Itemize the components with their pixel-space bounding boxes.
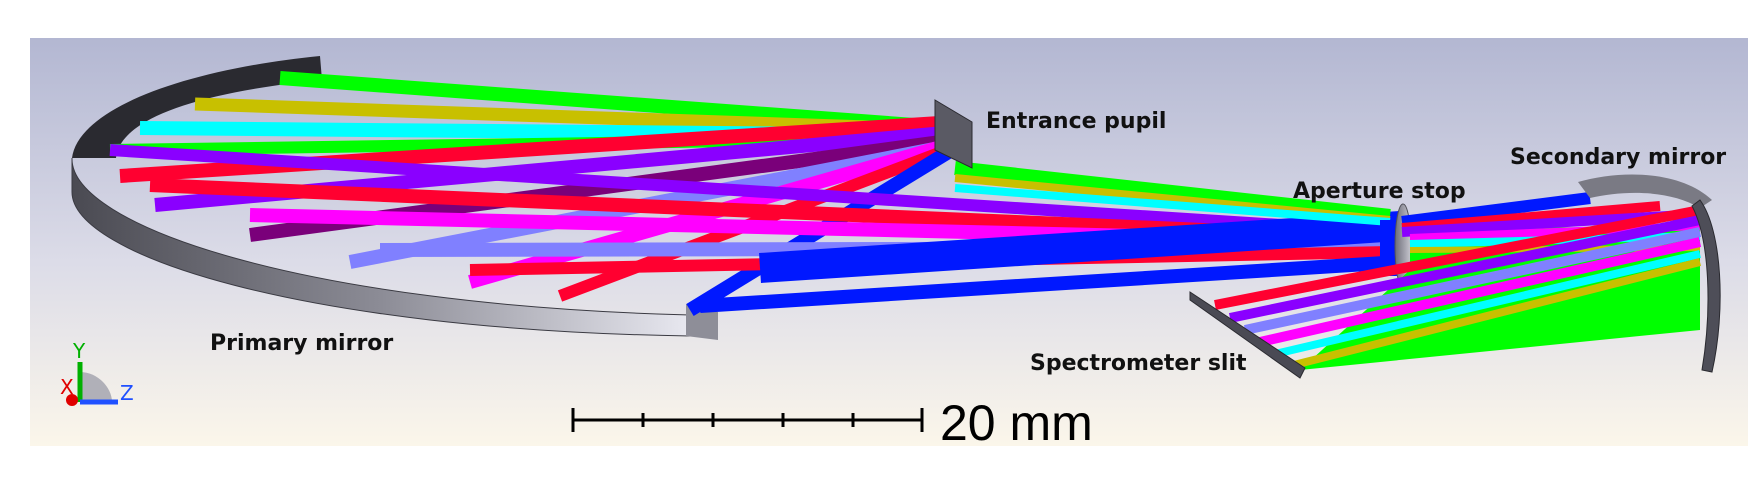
scale-bar: [571, 408, 924, 432]
z-axis-label: Z: [120, 381, 134, 405]
ray-return-purple: [109, 144, 1391, 238]
ray-red: [119, 115, 956, 183]
ray-slit-light-blue: [1243, 227, 1702, 335]
ray-pupil-cyan: [954, 184, 1391, 226]
ray-return-blue: [699, 255, 1401, 313]
secondary-mirror: [1578, 174, 1721, 373]
ray-bundle-primary: [109, 71, 1401, 316]
ray-slit-yellow: [1289, 258, 1701, 370]
entrance-pupil: [934, 99, 973, 169]
scale-bar-label: 20 mm: [940, 395, 1093, 451]
y-axis-label: Y: [72, 339, 86, 363]
entrance-pupil-label: Entrance pupil: [986, 109, 1166, 134]
axes-triad: Y X Z: [60, 339, 134, 406]
secondary-mirror-top: [1578, 174, 1712, 208]
ray-slit-magenta: [1258, 237, 1702, 347]
ray-sec-blue: [1401, 192, 1591, 228]
ray-bundle-secondary: [1214, 192, 1702, 370]
ray-bundle-pupil-to-stop: [954, 161, 1391, 226]
secondary-mirror-label: Secondary mirror: [1510, 145, 1726, 170]
spectrometer-slit-label: Spectrometer slit: [1030, 351, 1247, 376]
ray-slit-red: [1214, 205, 1701, 310]
ray-slit-cyan: [1274, 250, 1701, 358]
secondary-mirror-body: [1691, 199, 1721, 373]
axes-triad-shade: [80, 372, 112, 402]
primary-mirror-face: [72, 56, 322, 158]
x-axis-arrow: [66, 394, 78, 406]
ray-return-blue-2: [759, 211, 1401, 283]
x-axis-label: X: [60, 375, 74, 399]
ray-sec-red: [1401, 201, 1661, 233]
ray-slit-purple: [1228, 215, 1702, 323]
spectrometer-slit: [1189, 291, 1306, 379]
primary-mirror: [71, 56, 718, 340]
primary-mirror-label: Primary mirror: [210, 331, 393, 356]
ray-pupil-green: [954, 161, 1391, 223]
aperture-stop-label: Aperture stop: [1293, 179, 1466, 204]
